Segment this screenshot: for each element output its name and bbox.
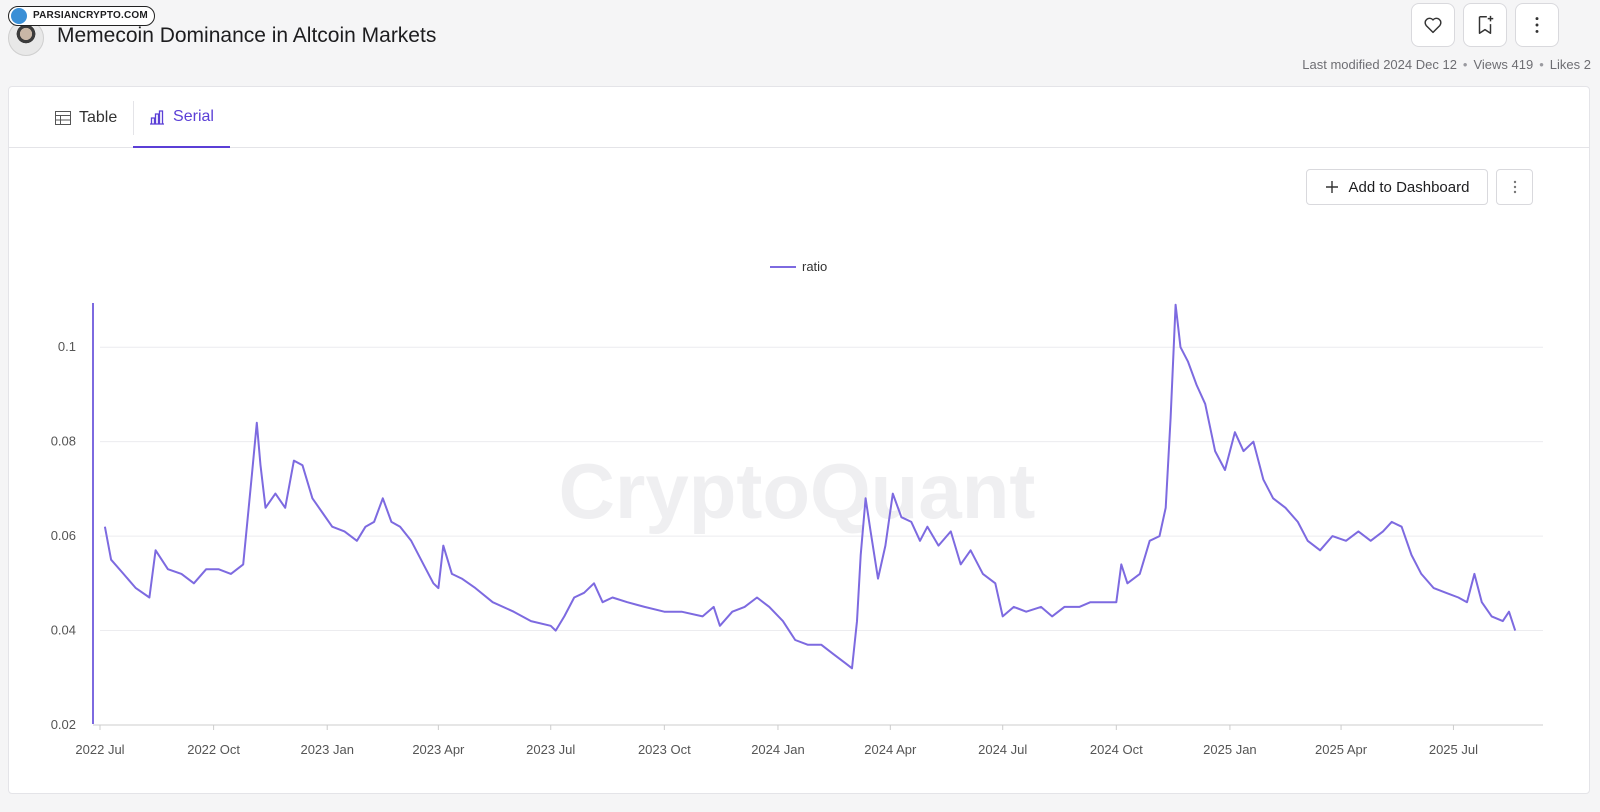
tab-table-label: Table <box>79 108 118 126</box>
x-tick-label: 2024 Apr <box>864 742 917 757</box>
chart-legend[interactable]: ratio <box>770 259 827 274</box>
more-vertical-icon <box>1535 17 1539 33</box>
x-tick-label: 2023 Apr <box>412 742 465 757</box>
x-tick-label: 2025 Jul <box>1429 742 1478 757</box>
table-icon <box>55 110 71 125</box>
chart-meta: Last modified 2024 Dec 12 • Views 419 • … <box>1302 57 1591 72</box>
meta-separator: • <box>1539 57 1544 72</box>
x-tick-label: 2023 Jul <box>526 742 575 757</box>
watermark-badge: PARSIANCRYPTO.COM <box>8 6 155 26</box>
x-tick-label: 2024 Oct <box>1090 742 1143 757</box>
y-tick-label: 0.02 <box>51 717 76 732</box>
last-modified: Last modified 2024 Dec 12 <box>1302 57 1457 72</box>
x-tick-label: 2024 Jul <box>978 742 1027 757</box>
x-tick-label: 2022 Oct <box>187 742 240 757</box>
more-vertical-icon <box>1513 180 1516 194</box>
legend-label-ratio: ratio <box>802 259 827 274</box>
bookmark-add-icon <box>1478 15 1494 34</box>
plus-icon <box>1325 181 1338 193</box>
x-tick-label: 2025 Jan <box>1203 742 1257 757</box>
chart-more-button[interactable] <box>1496 169 1533 205</box>
x-tick-label: 2023 Jan <box>300 742 354 757</box>
bookmark-button[interactable] <box>1463 3 1507 47</box>
tab-serial[interactable]: Serial <box>133 87 230 148</box>
logo-icon <box>11 8 27 24</box>
heart-icon <box>1424 17 1442 34</box>
x-tick-label: 2023 Oct <box>638 742 691 757</box>
y-tick-label: 0.04 <box>51 623 76 638</box>
x-tick-label: 2024 Jan <box>751 742 805 757</box>
page-title: Memecoin Dominance in Altcoin Markets <box>57 24 437 47</box>
add-to-dashboard-button[interactable]: Add to Dashboard <box>1306 169 1488 205</box>
x-tick-label: 2022 Jul <box>75 742 124 757</box>
tab-serial-label: Serial <box>173 107 214 125</box>
series-line-ratio[interactable] <box>103 303 1517 670</box>
view-count: Views 419 <box>1473 57 1534 72</box>
y-tick-label: 0.1 <box>58 339 76 354</box>
like-button[interactable] <box>1411 3 1455 47</box>
chart-watermark: CryptoQuant <box>559 447 1036 535</box>
y-tick-label: 0.08 <box>51 434 76 449</box>
y-axis: 0.02 0.04 0.06 0.08 0.1 <box>51 339 76 732</box>
add-to-dashboard-label: Add to Dashboard <box>1348 178 1470 196</box>
tab-table[interactable]: Table <box>53 87 119 148</box>
tab-divider <box>133 101 134 135</box>
more-options-button[interactable] <box>1515 3 1559 47</box>
y-tick-label: 0.06 <box>51 528 76 543</box>
watermark-badge-label: PARSIANCRYPTO.COM <box>33 10 148 21</box>
meta-separator: • <box>1462 57 1468 72</box>
bar-chart-icon <box>150 109 165 125</box>
view-tabs: Table Serial <box>9 87 1589 148</box>
chart-grid <box>100 346 1543 632</box>
x-axis: 2022 Jul 2022 Oct 2023 Jan 2023 Apr 2023 Jul… <box>75 725 1478 757</box>
like-count: Likes 2 <box>1549 57 1591 72</box>
chart-card: Table Serial Add to Dashboard <box>8 86 1590 794</box>
x-tick-label: 2025 Apr <box>1315 742 1368 757</box>
